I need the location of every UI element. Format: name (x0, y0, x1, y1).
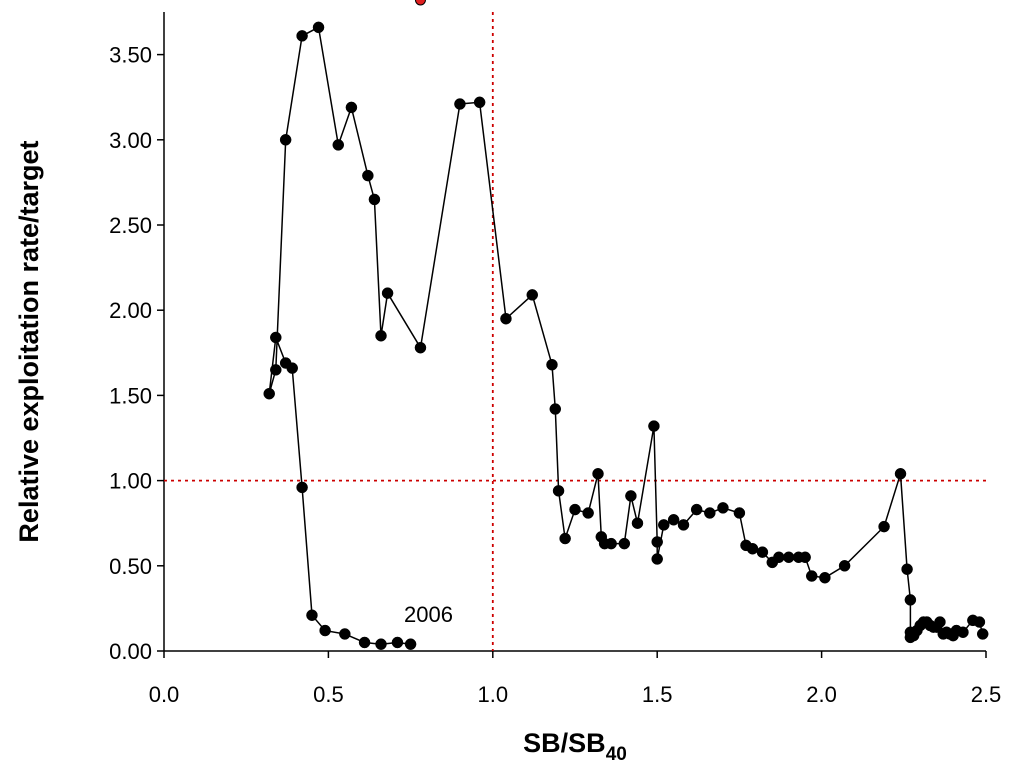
data-point (404, 638, 417, 650)
x-axis-title: SB/SB40 (523, 728, 627, 764)
data-point (391, 636, 404, 649)
data-point (651, 536, 663, 548)
data-point-highlighted (414, 0, 426, 6)
data-point (312, 21, 325, 34)
data-point (677, 519, 690, 531)
data-point (690, 503, 703, 516)
data-point (362, 169, 374, 182)
x-tick-label: 1.0 (478, 682, 509, 707)
data-point (559, 532, 571, 545)
data-point (878, 520, 890, 533)
data-point (339, 628, 351, 640)
data-point (296, 30, 308, 42)
y-tick-label: 0.50 (109, 554, 152, 579)
data-point (286, 362, 298, 374)
data-point (358, 636, 371, 649)
data-point (306, 609, 318, 621)
reference-lines (164, 12, 986, 651)
data-point (618, 537, 631, 550)
data-point (631, 517, 644, 529)
data-point (296, 481, 308, 494)
data-point (782, 551, 795, 564)
data-point (375, 638, 387, 650)
y-tick-label: 3.00 (109, 128, 152, 153)
data-point (595, 531, 608, 543)
data-point (592, 468, 604, 480)
data-point (658, 519, 670, 531)
data-point (414, 341, 427, 354)
axes (163, 12, 986, 652)
data-point (279, 134, 292, 146)
data-point (901, 563, 913, 575)
data-point (552, 485, 565, 497)
y-axis-title: Relative exploitation rate/target (14, 140, 44, 542)
annotation-label: 2006 (404, 602, 453, 627)
x-axis-title-main: SB/SB (523, 728, 606, 758)
data-point (500, 312, 512, 325)
data-point (569, 503, 581, 516)
data-point (454, 98, 466, 110)
data-point (733, 507, 746, 519)
y-tick-label: 2.00 (109, 298, 152, 323)
data-point (648, 420, 660, 432)
data-point (976, 628, 989, 640)
data-point (381, 287, 394, 299)
data-point (319, 624, 331, 637)
y-tick-label: 2.50 (109, 213, 152, 238)
data-point (904, 594, 917, 606)
data-point (819, 571, 831, 584)
data-point (473, 96, 486, 109)
data-point (526, 289, 539, 301)
data-point (263, 387, 275, 400)
data-point (704, 507, 716, 519)
data-point (332, 139, 345, 151)
x-tick-label: 2.0 (806, 682, 837, 707)
x-axis-title-subscript: 40 (606, 744, 627, 764)
data-point (368, 193, 381, 206)
data-point (805, 570, 818, 582)
data-point (375, 330, 387, 342)
data-point (625, 490, 637, 502)
data-point (651, 553, 663, 565)
data-point (766, 556, 779, 569)
data-point (546, 358, 558, 371)
data-point (756, 546, 769, 558)
data-point (904, 631, 917, 644)
data-point (345, 101, 358, 114)
y-tick-label: 3.50 (109, 43, 152, 68)
data-point (740, 539, 752, 552)
data-point (270, 331, 282, 344)
x-tick-label: 1.5 (642, 682, 673, 707)
data-series (263, 0, 989, 650)
data-point (582, 507, 594, 519)
data-point (270, 364, 282, 376)
data-point (792, 551, 805, 564)
y-tick-label: 1.50 (109, 383, 152, 408)
x-tick-label: 2.5 (971, 682, 1002, 707)
data-point (967, 614, 979, 627)
y-tick-label: 0.00 (109, 639, 152, 664)
ticks: 0.00 0.50 1.00 1.50 2.00 2.50 3.00 3.50 0.0 0.5 1.… (109, 43, 1001, 707)
data-point (667, 514, 680, 526)
data-point (717, 502, 729, 514)
y-tick-label: 1.00 (109, 469, 152, 494)
data-point (549, 403, 562, 415)
data-point (838, 560, 851, 572)
data-point (894, 468, 907, 480)
x-tick-label: 0.0 (149, 682, 180, 707)
x-tick-label: 0.5 (313, 682, 344, 707)
